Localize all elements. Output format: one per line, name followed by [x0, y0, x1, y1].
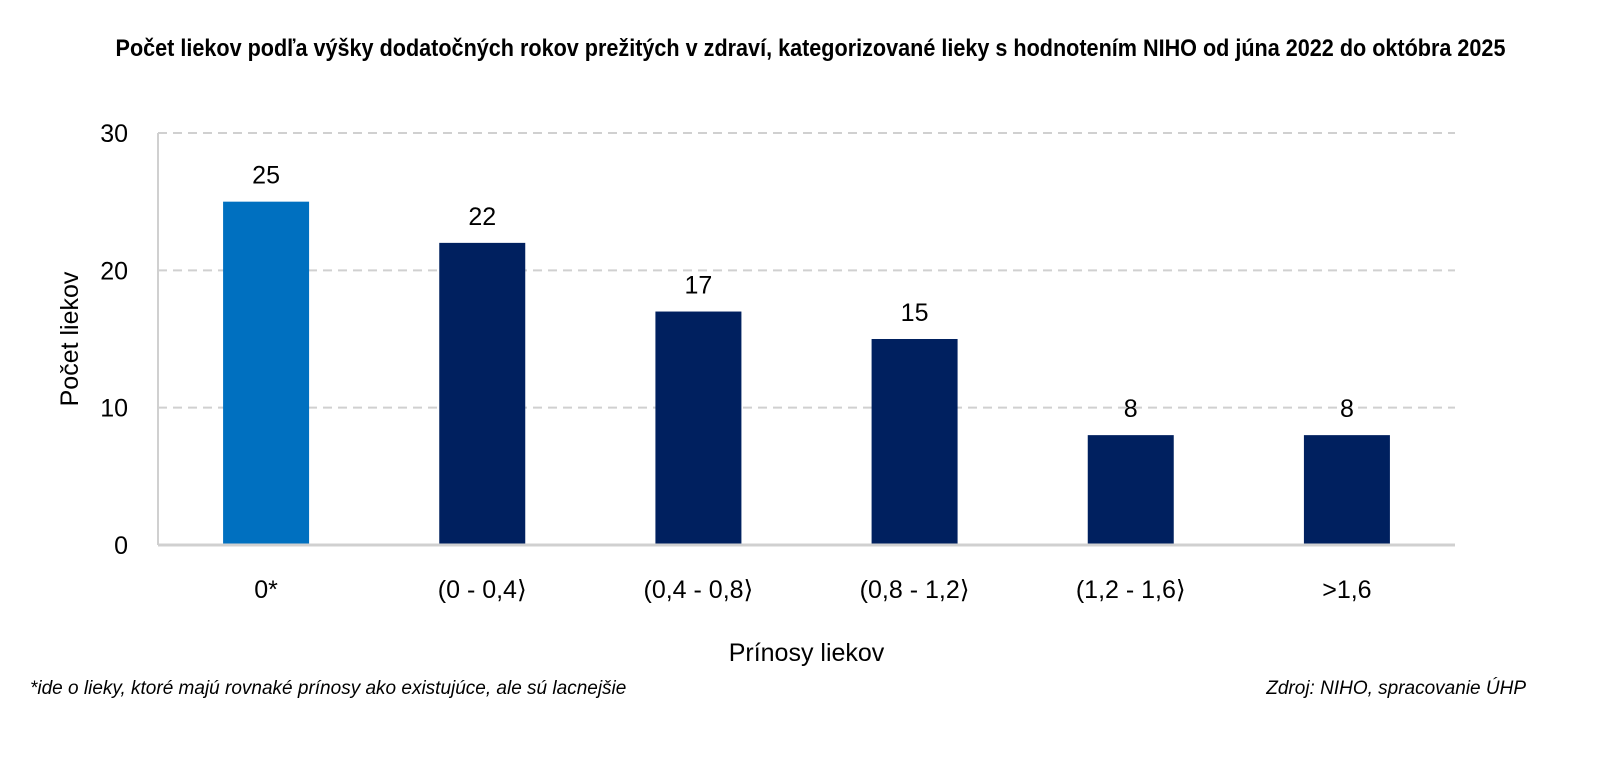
y-tick-label: 0: [114, 532, 128, 560]
y-tick-label: 20: [100, 257, 128, 285]
y-tick-label: 30: [100, 120, 128, 148]
x-tick-label: (0,8 - 1,2⟩: [860, 576, 970, 604]
data-label: 8: [1340, 395, 1354, 423]
bar: [1087, 435, 1174, 545]
data-label: 8: [1124, 395, 1138, 423]
data-label: 25: [252, 162, 280, 190]
x-tick-label: (0 - 0,4⟩: [438, 576, 527, 604]
bar: [1303, 435, 1390, 545]
bar: [655, 311, 742, 545]
source-note: Zdroj: NIHO, spracovanie ÚHP: [1266, 678, 1526, 699]
x-tick-label: (0,4 - 0,8⟩: [644, 576, 754, 604]
data-label: 15: [901, 299, 929, 327]
footnote: *ide o lieky, ktoré majú rovnaké prínosy…: [30, 678, 627, 699]
chart-title: Počet liekov podľa výšky dodatočných rok…: [115, 35, 1506, 62]
bar: [439, 242, 526, 545]
bar: [223, 201, 310, 545]
x-tick-label: >1,6: [1322, 576, 1371, 604]
x-axis-title: Prínosy liekov: [729, 639, 885, 667]
data-label: 17: [685, 272, 713, 300]
data-label: 22: [468, 203, 496, 231]
x-tick-label: (1,2 - 1,6⟩: [1076, 576, 1186, 604]
y-axis-title: Počet liekov: [56, 271, 84, 406]
bar: [871, 339, 958, 545]
y-tick-label: 10: [100, 395, 128, 423]
x-tick-label: 0*: [254, 576, 278, 604]
